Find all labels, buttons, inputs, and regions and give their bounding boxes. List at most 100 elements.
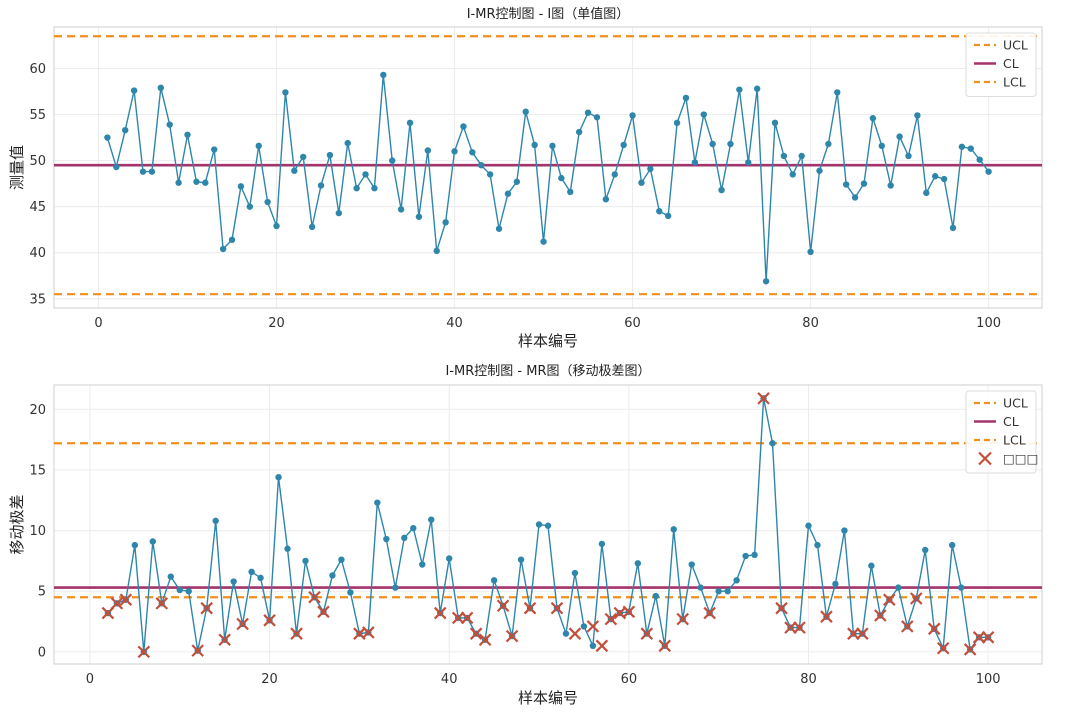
outlier-marker bbox=[883, 593, 896, 606]
data-point bbox=[130, 87, 138, 94]
x-tick-label: 60 bbox=[621, 672, 638, 687]
data-point bbox=[522, 108, 529, 115]
data-point bbox=[166, 121, 173, 128]
data-point bbox=[157, 84, 165, 92]
data-point bbox=[598, 540, 606, 548]
data-point bbox=[958, 143, 966, 150]
data-point bbox=[237, 183, 245, 190]
data-point bbox=[495, 225, 503, 232]
outlier-x-stroke bbox=[927, 622, 941, 636]
outlier-x-stroke bbox=[317, 605, 330, 619]
x-tick-label: 0 bbox=[94, 316, 102, 331]
data-point bbox=[389, 157, 396, 164]
data-point bbox=[347, 589, 354, 596]
data-point bbox=[257, 574, 264, 582]
outlier-marker bbox=[191, 644, 204, 657]
plot-frame bbox=[53, 26, 1043, 309]
data-point bbox=[167, 573, 174, 580]
data-point bbox=[647, 165, 654, 173]
data-point bbox=[202, 179, 209, 186]
outlier-marker bbox=[433, 606, 447, 620]
outlier-x-stroke bbox=[308, 591, 321, 604]
outlier-x-stroke bbox=[236, 617, 249, 631]
data-point bbox=[727, 140, 734, 148]
outlier-x-stroke bbox=[451, 611, 465, 625]
legend: UCL CL LCL bbox=[965, 32, 1037, 97]
outlier-x-stroke bbox=[883, 593, 896, 606]
outlier-marker bbox=[119, 593, 133, 606]
data-point bbox=[718, 186, 725, 194]
data-point bbox=[688, 561, 695, 568]
outlier-marker bbox=[703, 606, 716, 620]
data-point bbox=[478, 161, 485, 169]
data-point bbox=[308, 223, 316, 231]
legend-label: LCL bbox=[1003, 75, 1026, 90]
data-point bbox=[230, 578, 237, 585]
outlier-marker bbox=[110, 597, 124, 610]
data-point bbox=[549, 142, 556, 150]
legend-label: CL bbox=[1003, 56, 1019, 71]
outlier-marker bbox=[927, 622, 941, 636]
y-tick-label: 0 bbox=[38, 645, 46, 660]
outlier-x-stroke bbox=[604, 612, 618, 626]
outlier-marker bbox=[523, 601, 537, 615]
data-point bbox=[148, 168, 156, 175]
data-point bbox=[353, 185, 360, 192]
data-point bbox=[219, 245, 227, 253]
outlier-marker bbox=[317, 605, 330, 619]
x-tick-label: 100 bbox=[976, 672, 1001, 687]
data-point bbox=[948, 541, 956, 549]
data-point bbox=[715, 588, 722, 595]
outlier-marker bbox=[460, 611, 474, 625]
data-point bbox=[682, 94, 690, 102]
outlier-marker bbox=[622, 605, 636, 619]
outlier-marker bbox=[640, 627, 654, 640]
y-tick-label: 40 bbox=[29, 246, 46, 261]
outlier-marker bbox=[550, 601, 564, 615]
outlier-marker bbox=[155, 597, 169, 610]
outlier-x-stroke bbox=[523, 601, 537, 615]
data-point bbox=[949, 224, 957, 232]
data-point bbox=[212, 517, 219, 525]
data-point bbox=[733, 577, 740, 584]
y-tick-label: 45 bbox=[29, 200, 46, 215]
outlier-x-stroke bbox=[676, 612, 690, 626]
legend: UCL CL LCL □□□ bbox=[965, 390, 1038, 474]
legend-label: □□□ bbox=[1003, 451, 1038, 466]
data-point bbox=[193, 178, 200, 185]
data-point bbox=[338, 556, 345, 563]
legend-label: UCL bbox=[1003, 396, 1028, 411]
legend-label: UCL bbox=[1003, 38, 1028, 53]
outlier-marker bbox=[290, 627, 303, 640]
outlier-marker bbox=[451, 611, 465, 625]
y-tick-label: 35 bbox=[29, 292, 46, 307]
outlier-x-stroke bbox=[290, 627, 303, 640]
data-point bbox=[329, 572, 336, 579]
data-point bbox=[517, 556, 525, 563]
data-point bbox=[670, 526, 677, 533]
outlier-x-stroke bbox=[119, 593, 133, 606]
outlier-x-stroke bbox=[101, 606, 115, 620]
data-point bbox=[580, 623, 588, 630]
outlier-x-stroke bbox=[191, 644, 204, 657]
data-point bbox=[805, 522, 812, 529]
data-point bbox=[419, 561, 426, 568]
data-point bbox=[762, 278, 770, 285]
data-point bbox=[771, 119, 779, 127]
data-point bbox=[392, 584, 399, 591]
data-point bbox=[736, 86, 743, 93]
outlier-marker bbox=[658, 639, 672, 653]
outlier-marker bbox=[936, 641, 950, 655]
data-point bbox=[442, 219, 449, 226]
data-point bbox=[742, 552, 749, 560]
data-point bbox=[620, 141, 627, 149]
data-point bbox=[589, 642, 597, 650]
data-point bbox=[415, 213, 423, 220]
y-tick-label: 20 bbox=[29, 403, 46, 418]
data-point bbox=[985, 168, 992, 175]
outlier-marker bbox=[972, 631, 986, 644]
data-point bbox=[344, 139, 351, 147]
outlier-x-stroke bbox=[155, 597, 169, 610]
chart-title: I-MR控制图 - I图（单值图） bbox=[467, 6, 630, 22]
outlier-marker bbox=[308, 591, 321, 604]
